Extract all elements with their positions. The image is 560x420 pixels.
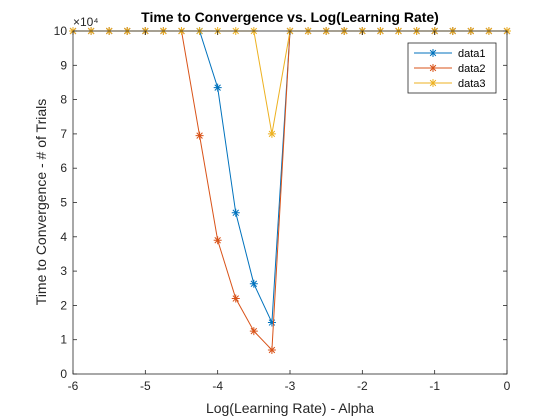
x-tick-label: -5 <box>140 379 151 393</box>
legend-item-data2: data2 <box>414 63 486 75</box>
data-point-data1 <box>213 83 222 92</box>
legend-item-data3: data3 <box>414 78 486 90</box>
x-tick-label: -2 <box>357 379 368 393</box>
y-axis-label: Time to Convergence - # of Trials <box>33 99 49 305</box>
legend-marker <box>429 49 437 57</box>
x-tick-label: -4 <box>212 379 223 393</box>
data-point-data2 <box>213 236 222 245</box>
y-tick-label: 8 <box>60 93 67 107</box>
y-tick-label: 2 <box>60 298 67 312</box>
y-tick-label: 10 <box>54 24 68 38</box>
y-tick-label: 9 <box>60 58 67 72</box>
chart-title: Time to Convergence vs. Log(Learning Rat… <box>141 9 439 25</box>
y-tick-label: 6 <box>60 161 67 175</box>
data-point-data1 <box>267 318 276 327</box>
legend: data1 data2 data3 <box>407 42 497 94</box>
y-tick-label: 4 <box>60 230 67 244</box>
y-tick-label: 7 <box>60 127 67 141</box>
y-tick-label: 5 <box>60 196 67 210</box>
data-point-data2 <box>231 294 240 303</box>
data-point-data2 <box>249 327 258 336</box>
y-tick-label: 0 <box>60 367 67 381</box>
legend-label: data1 <box>458 48 486 60</box>
data-point-data2 <box>267 345 276 354</box>
legend-marker <box>429 64 437 72</box>
data-point-data3 <box>267 129 276 138</box>
y-tick-label: 3 <box>60 264 67 278</box>
data-point-data1 <box>249 279 258 288</box>
legend-items: data1 data2 data3 <box>414 48 486 90</box>
x-axis-ticks: -6 -5 -4 -3 -2 -1 0 <box>68 31 511 393</box>
legend-label: data3 <box>458 78 486 90</box>
x-tick-label: -6 <box>68 379 79 393</box>
data-point-data2 <box>195 131 204 140</box>
x-tick-label: 0 <box>504 379 511 393</box>
x-tick-label: -3 <box>285 379 296 393</box>
x-axis-label: Log(Learning Rate) - Alpha <box>206 400 374 416</box>
data-point-data1 <box>231 208 240 217</box>
y-tick-label: 1 <box>60 333 67 347</box>
legend-marker <box>429 79 437 87</box>
y-axis-ticks: 0 1 2 3 4 5 6 7 8 9 10 <box>54 24 507 381</box>
x-tick-label: -1 <box>429 379 440 393</box>
legend-item-data1: data1 <box>414 48 486 60</box>
y-multiplier-label: ×10⁴ <box>73 15 99 29</box>
legend-label: data2 <box>458 63 486 75</box>
